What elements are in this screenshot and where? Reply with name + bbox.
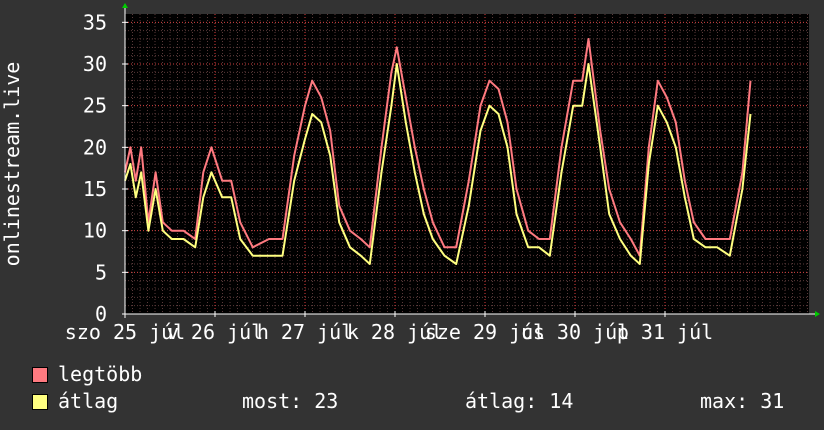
y-tick-label: 5 — [95, 260, 107, 284]
legend-label-max: legtöbb — [58, 362, 143, 386]
y-tick-label: 35 — [83, 10, 107, 34]
y-axis-arrow — [122, 3, 128, 8]
stat-max: max: 31 — [700, 389, 785, 413]
axes — [122, 3, 820, 318]
y-axis-label: onlinestream.live — [0, 62, 24, 267]
y-tick-label: 20 — [83, 135, 107, 159]
x-tick-label: h 27 júl — [257, 320, 353, 344]
legend-swatch-max — [32, 367, 48, 383]
stat-avg: átlag: 14 — [465, 389, 574, 413]
y-tick-labels: 0 5 10 15 20 25 30 35 — [83, 10, 107, 326]
legend-label-avg: átlag — [58, 389, 119, 413]
legend-swatch-avg — [32, 394, 48, 410]
x-tick-label: p 31 júl — [617, 320, 713, 344]
y-tick-label: 25 — [83, 94, 107, 118]
stat-now: most: 23 — [242, 389, 339, 413]
y-tick-label: 10 — [83, 219, 107, 243]
y-tick-label: 0 — [95, 302, 107, 326]
x-axis-arrow — [815, 311, 820, 317]
x-tick-label: cs 30 júl — [521, 320, 629, 344]
series-line-1 — [124, 63, 752, 265]
y-tick-label: 30 — [83, 52, 107, 76]
y-tick-label: 15 — [83, 177, 107, 201]
x-tick-label: k 28 júl — [347, 320, 443, 344]
x-tick-label: v 26 júl — [167, 320, 263, 344]
series-group — [124, 38, 752, 265]
x-tick-label: sze 29 júl — [425, 320, 545, 344]
x-tick-label: szo 25 júl — [65, 320, 185, 344]
